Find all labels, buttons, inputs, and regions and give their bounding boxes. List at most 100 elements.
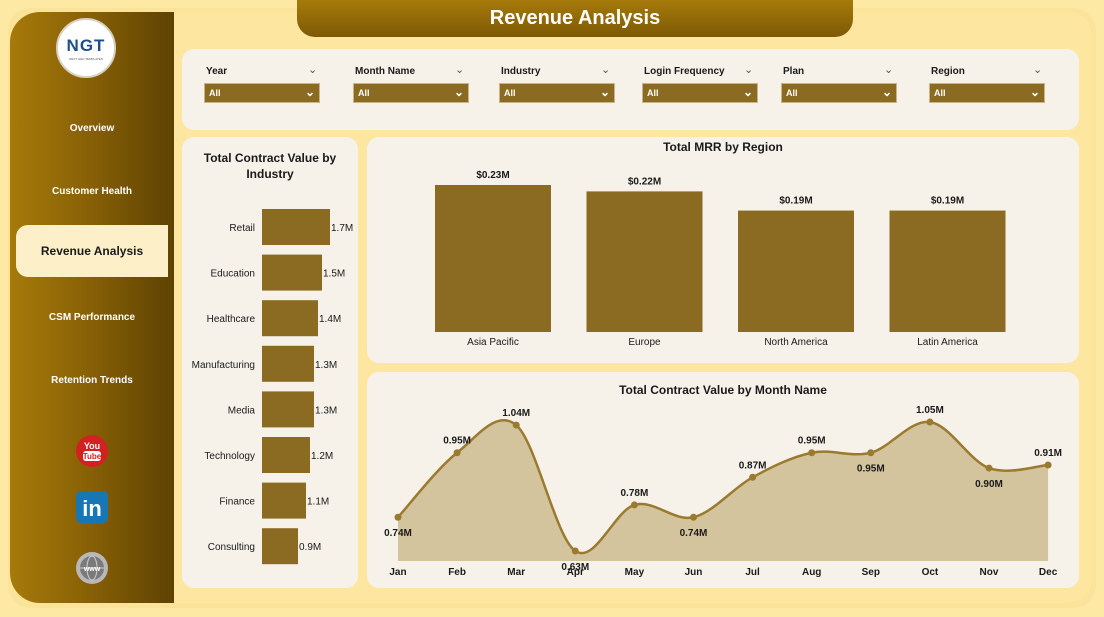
dropdown-arrow-icon: ⌄ [599,85,610,99]
month-point [926,418,934,426]
dropdown-arrow-icon: ⌄ [1029,85,1040,99]
industry-select[interactable]: All ⌄ [499,83,615,103]
nav-item-label: Overview [69,122,115,134]
filter-label: Login Frequency [644,66,725,77]
industry-data-label: 1.3M [315,405,337,416]
month-data-label: 0.91M [1034,448,1062,459]
region-chart-title: Total MRR by Region [663,140,783,154]
chevron-down-icon[interactable]: ⌄ [308,64,318,76]
dropdown-arrow-icon: ⌄ [453,85,464,99]
industry-bar [262,345,314,382]
month-point [985,464,993,472]
month-data-label: 1.05M [916,405,944,416]
month-data-label: 0.74M [680,528,708,539]
year-select[interactable]: All ⌄ [204,83,320,103]
region-bar [435,185,551,332]
login-frequency-select[interactable]: All ⌄ [642,83,758,103]
industry-bar [262,391,314,428]
region-tick-label: North America [764,337,828,348]
month-tick-label: May [625,567,645,578]
dropdown-arrow-icon: ⌄ [881,85,892,99]
svg-text:in: in [82,496,102,521]
website-icon[interactable]: www [75,551,109,585]
region-bar [586,191,703,332]
month-area-fill [398,420,1049,561]
region-select[interactable]: All ⌄ [929,83,1045,103]
industry-tick-label: Technology [204,451,255,462]
month-data-label: 0.90M [975,479,1003,490]
nav-item-overview[interactable]: Overview [16,102,168,154]
month-data-label: 0.63M [561,562,589,573]
region-tick-label: Asia Pacific [467,337,519,348]
month-point [867,449,875,457]
region-bar [738,210,854,332]
select-value: All [786,88,798,98]
industry-tick-label: Retail [229,223,255,234]
month-tick-label: Feb [448,567,466,578]
month-point [512,421,520,429]
dropdown-arrow-icon: ⌄ [304,85,315,99]
month-tick-label: Jan [389,567,406,578]
month-tick-label: Oct [922,567,939,578]
month-point [453,449,461,457]
select-value: All [647,88,659,98]
plan-select[interactable]: All ⌄ [781,83,897,103]
nav-item-label: Revenue Analysis [40,244,144,258]
industry-bar [262,300,318,337]
month-tick-label: Apr [567,567,584,578]
industry-bar [262,482,306,519]
month-name-select[interactable]: All ⌄ [353,83,469,103]
region-tick-label: Europe [628,337,661,348]
industry-chart-title: Total Contract Value by Industry [203,151,337,181]
industry-chart-card: Total Contract Value by Industry Retail 1… [182,137,358,588]
filter-label: Month Name [355,66,415,77]
chevron-down-icon[interactable]: ⌄ [1033,64,1043,76]
month-point [571,547,579,555]
industry-data-label: 1.1M [307,497,329,508]
month-data-label: 0.74M [384,528,412,539]
industry-data-label: 1.5M [323,269,345,280]
chevron-down-icon[interactable]: ⌄ [884,64,894,76]
month-point [690,513,697,521]
month-point [1044,461,1052,469]
month-point [394,513,402,521]
nav-item-revenue-analysis[interactable]: Revenue Analysis [16,225,168,277]
industry-tick-label: Finance [219,497,255,508]
industry-bar-chart: Retail 1.7M Education 1.5M Healthcare 1.4M Man… [192,209,353,565]
filter-bar: Year ⌄ All ⌄ Month Name ⌄ All ⌄ Industry ⌄… [182,49,1079,130]
industry-data-label: 1.3M [315,360,337,371]
linkedin-icon[interactable]: in [75,490,109,524]
chevron-down-icon[interactable]: ⌄ [744,64,754,76]
logo: NGT NEXT GEN TEMPLATES [56,18,116,78]
industry-data-label: 1.4M [319,314,341,325]
month-data-label: 0.87M [739,460,767,471]
industry-bar [262,254,322,291]
industry-data-label: 0.9M [299,542,321,553]
month-data-label: 0.95M [857,464,885,475]
youtube-icon[interactable]: You Tube [75,434,109,468]
region-data-label: $0.19M [779,196,812,207]
select-value: All [504,88,516,98]
dropdown-arrow-icon: ⌄ [742,85,753,99]
industry-data-label: 1.2M [311,451,333,462]
month-tick-label: Jul [745,567,760,578]
nav-item-csm-performance[interactable]: CSM Performance [16,291,168,343]
industry-tick-label: Manufacturing [192,360,255,371]
chevron-down-icon[interactable]: ⌄ [601,64,611,76]
svg-text:Tube: Tube [83,452,102,461]
nav-item-retention-trends[interactable]: Retention Trends [16,354,168,406]
nav-item-customer-health[interactable]: Customer Health [16,165,168,217]
region-bar-chart: $0.23M Asia Pacific $0.22M Europe $0.19M Nort… [435,170,1006,348]
page-title-text: Revenue Analysis [489,7,661,29]
nav-item-label: CSM Performance [48,311,136,323]
page-title: Revenue Analysis [297,0,853,37]
select-value: All [209,88,221,98]
filter-label: Region [931,66,965,77]
logo-subtext: NEXT GEN TEMPLATES [69,56,103,61]
industry-data-label: 1.7M [331,223,353,234]
month-point [630,501,638,509]
chevron-down-icon[interactable]: ⌄ [455,64,465,76]
industry-tick-label: Education [211,269,255,280]
filter-label: Plan [783,66,805,77]
